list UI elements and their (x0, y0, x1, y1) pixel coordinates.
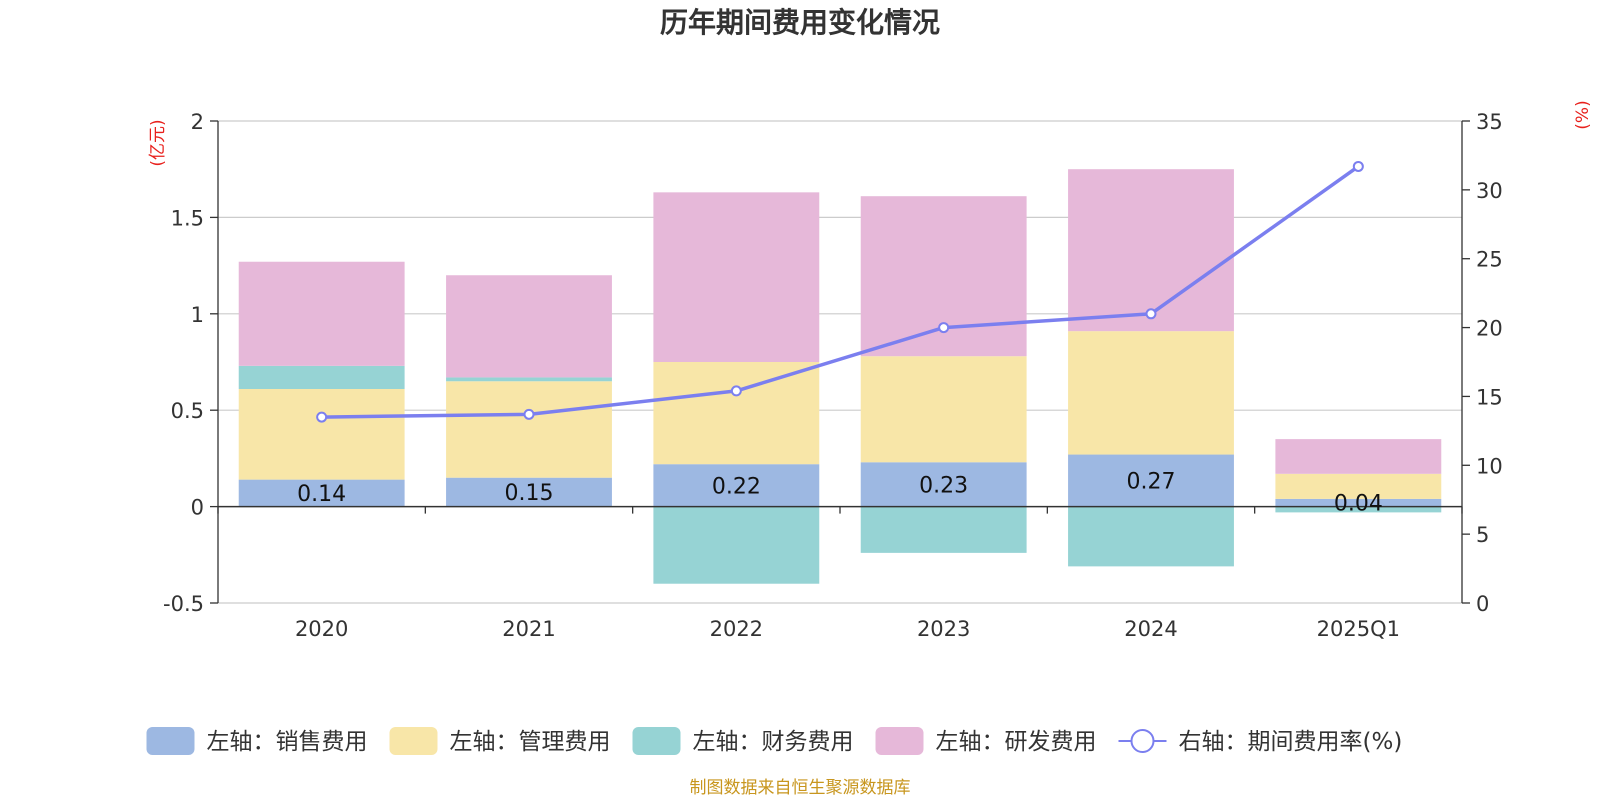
data-labels: 0.14 0.15 0.22 0.23 0.27 0.04 (297, 470, 1383, 517)
x-tick-label: 2021 (502, 617, 555, 641)
legend-label: 左轴：销售费用 (207, 729, 368, 755)
left-tick-label: 1.5 (171, 206, 204, 230)
right-tick-label: 0 (1476, 592, 1489, 616)
legend-swatch (632, 727, 681, 755)
x-tick-label: 2020 (295, 617, 348, 641)
left-tick-label: 2 (191, 110, 204, 134)
data-label: 0.23 (919, 473, 968, 498)
data-label: 0.27 (1127, 470, 1176, 495)
legend-label: 左轴：财务费用 (693, 729, 854, 755)
legend-label: 左轴：管理费用 (450, 729, 611, 755)
bar-2-2020 (238, 388, 405, 480)
bar-1-2021 (446, 477, 612, 507)
x-tick-label: 2025Q1 (1317, 617, 1400, 641)
right-axis-unit: (%) (1573, 100, 1593, 129)
legend-swatch (389, 727, 438, 755)
bar-2-2025Q1 (1275, 473, 1442, 499)
data-label: 0.14 (297, 482, 346, 507)
rate-point (316, 411, 328, 423)
rate-point (938, 322, 950, 334)
bar-4-2022 (653, 192, 820, 362)
right-tick-label: 15 (1476, 385, 1503, 409)
rate-point (730, 385, 742, 397)
right-tick-label: 10 (1476, 454, 1503, 478)
bar-3-2025Q1 (1275, 506, 1442, 513)
bar-3-2023 (860, 506, 1027, 553)
bar-2-2021 (446, 381, 612, 478)
right-tick-label: 25 (1476, 248, 1503, 272)
left-tick-label: -0.5 (163, 592, 204, 616)
legend-item-4: 左轴：研发费用 (875, 727, 1097, 755)
x-tick-label: 2023 (917, 617, 970, 641)
grid-lines (218, 120, 1462, 604)
data-source-note: 制图数据来自恒生聚源数据库 (690, 778, 911, 798)
left-tick-label: 0.5 (171, 399, 204, 423)
bar-1-2023 (860, 462, 1027, 507)
rate-line-path (321, 165, 1360, 419)
right-tick-label: 35 (1476, 110, 1503, 134)
bar-4-2024 (1068, 169, 1234, 332)
bar-1-2022 (653, 464, 820, 507)
bar-4-2025Q1 (1275, 439, 1442, 474)
bar-1-2024 (1068, 454, 1234, 507)
bar-series (238, 169, 1442, 584)
legend-swatch (875, 727, 924, 755)
legend-swatch (146, 727, 195, 755)
bar-1-2020 (238, 479, 405, 507)
bar-3-2021 (446, 377, 612, 382)
x-tick-label: 2024 (1124, 617, 1177, 641)
legend-label: 右轴：期间费用率(%) (1179, 729, 1403, 755)
left-axis-unit: (亿元) (148, 119, 168, 166)
data-label: 0.15 (505, 481, 554, 506)
bar-1-2025Q1 (1275, 498, 1442, 507)
bar-2-2024 (1068, 331, 1234, 455)
rate-point (1352, 160, 1364, 172)
legend-item-3: 左轴：财务费用 (632, 727, 854, 755)
left-tick-label: 1 (191, 303, 204, 327)
bar-4-2021 (446, 275, 612, 378)
right-tick-label: 20 (1476, 317, 1503, 341)
right-tick-label: 30 (1476, 179, 1503, 203)
rate-point (523, 408, 535, 420)
x-tick-label: 2022 (710, 617, 763, 641)
bar-3-2024 (1068, 506, 1234, 567)
legend: 左轴：销售费用 左轴：管理费用 左轴：财务费用 左轴：研发费用 右轴：期间费用率(%) (146, 727, 1403, 755)
legend-item-5: 右轴：期间费用率(%) (1118, 729, 1403, 755)
bar-2-2023 (860, 356, 1027, 463)
legend-marker (1130, 729, 1155, 753)
bar-3-2020 (238, 365, 405, 389)
bar-4-2020 (238, 261, 405, 366)
right-tick-label: 5 (1476, 523, 1489, 547)
legend-label: 左轴：研发费用 (936, 729, 1097, 755)
bar-3-2022 (653, 506, 820, 584)
bar-2-2022 (653, 362, 820, 465)
legend-item-2: 左轴：管理费用 (389, 727, 611, 755)
data-label: 0.22 (712, 474, 761, 499)
data-label: 0.04 (1334, 492, 1383, 517)
chart-title: 历年期间费用变化情况 (660, 6, 940, 39)
rate-point (1145, 308, 1157, 320)
legend-item-1: 左轴：销售费用 (146, 727, 368, 755)
left-tick-label: 0 (191, 496, 204, 520)
rate-line (316, 160, 1364, 423)
